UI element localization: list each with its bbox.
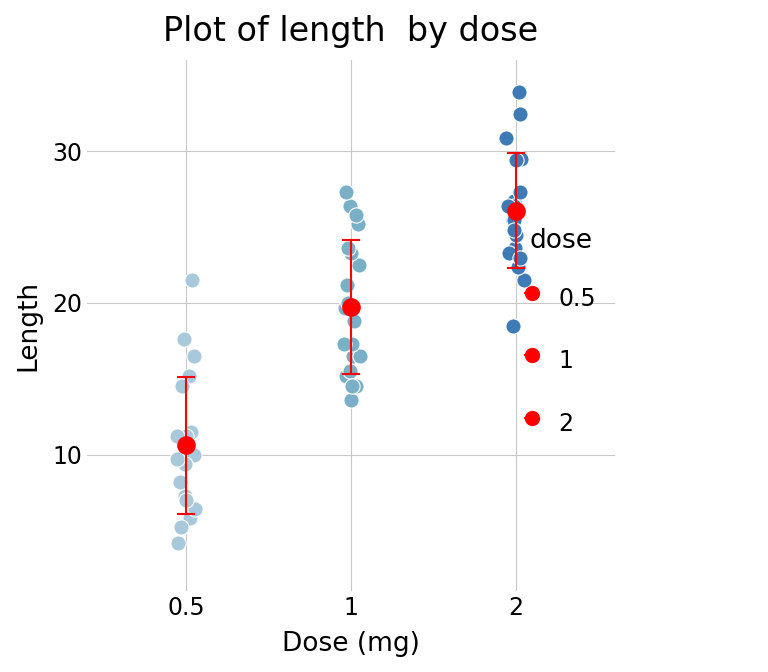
Y-axis label: Length: Length bbox=[15, 280, 41, 372]
Point bbox=[184, 370, 196, 381]
Point bbox=[510, 205, 522, 216]
Point bbox=[503, 247, 515, 258]
Point bbox=[343, 243, 355, 254]
Point bbox=[179, 490, 191, 501]
Point bbox=[500, 132, 512, 143]
Point bbox=[175, 522, 187, 533]
X-axis label: Dose (mg): Dose (mg) bbox=[282, 631, 420, 657]
Point bbox=[348, 316, 360, 327]
Point bbox=[170, 454, 183, 464]
Point bbox=[508, 201, 521, 212]
Point bbox=[179, 458, 191, 469]
Point bbox=[184, 513, 197, 523]
Title: Plot of length  by dose: Plot of length by dose bbox=[164, 15, 538, 48]
Point bbox=[507, 214, 519, 225]
Point bbox=[171, 537, 184, 548]
Point bbox=[508, 214, 521, 225]
Point bbox=[345, 302, 357, 312]
Point bbox=[507, 321, 519, 331]
Point bbox=[171, 431, 184, 442]
Point bbox=[508, 243, 521, 254]
Point bbox=[512, 261, 525, 272]
Point bbox=[337, 339, 349, 349]
Point bbox=[352, 219, 364, 230]
Point bbox=[350, 210, 362, 220]
Point bbox=[509, 201, 521, 212]
Point bbox=[185, 427, 197, 437]
Point bbox=[171, 454, 184, 464]
Point bbox=[180, 495, 192, 505]
Point bbox=[510, 155, 522, 166]
Point bbox=[513, 87, 525, 97]
Point bbox=[353, 351, 366, 362]
Point bbox=[514, 108, 526, 119]
Point bbox=[180, 440, 192, 451]
Point bbox=[353, 259, 365, 270]
Point bbox=[346, 381, 359, 392]
Point bbox=[510, 229, 522, 240]
Point bbox=[502, 201, 514, 212]
Point bbox=[180, 449, 193, 460]
Point bbox=[342, 298, 354, 308]
Point bbox=[339, 302, 351, 313]
Point bbox=[514, 187, 526, 198]
Point bbox=[345, 394, 357, 405]
Point bbox=[340, 187, 353, 198]
Point bbox=[508, 196, 520, 207]
Point bbox=[177, 334, 190, 345]
Point bbox=[518, 275, 530, 286]
Point bbox=[188, 351, 200, 362]
Legend: 0.5, 1, 2: 0.5, 1, 2 bbox=[518, 221, 603, 448]
Point bbox=[339, 370, 352, 381]
Point bbox=[180, 431, 192, 442]
Point bbox=[174, 476, 187, 487]
Point bbox=[344, 366, 356, 376]
Point bbox=[341, 280, 353, 290]
Point bbox=[189, 504, 201, 515]
Point bbox=[186, 275, 198, 286]
Point bbox=[345, 247, 357, 258]
Point bbox=[508, 225, 520, 236]
Point bbox=[515, 154, 527, 165]
Point bbox=[346, 351, 359, 362]
Point bbox=[344, 201, 356, 212]
Point bbox=[176, 381, 188, 392]
Point bbox=[349, 381, 362, 392]
Point bbox=[188, 449, 200, 460]
Point bbox=[514, 252, 526, 263]
Point bbox=[346, 339, 358, 349]
